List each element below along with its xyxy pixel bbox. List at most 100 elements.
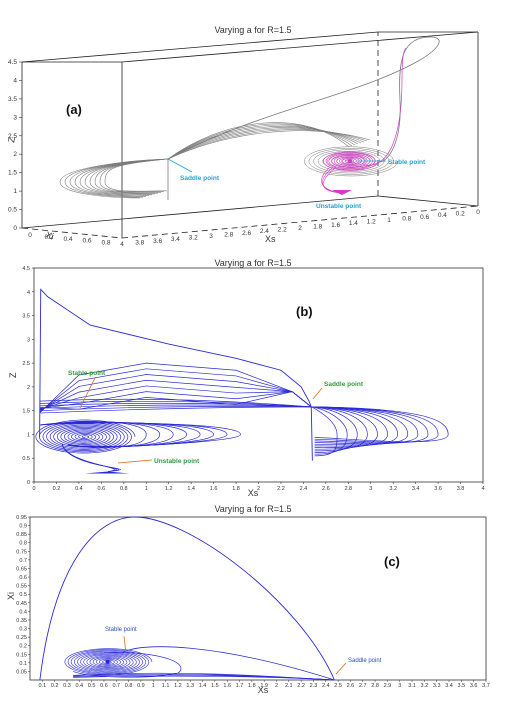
- panel-a-x-tick-label: 4: [120, 241, 124, 248]
- panel-b-trajectory: [61, 443, 121, 472]
- panel-a-z-tick-label: 0: [13, 225, 17, 232]
- panel-b-trajectory: [39, 288, 312, 437]
- panel-b-x-tick-label: 0.8: [120, 486, 128, 492]
- panel-b-trajectory: [39, 406, 312, 412]
- panel-b-trajectory: [311, 406, 419, 445]
- panel-c-x-tick-label: 3.1: [408, 683, 416, 689]
- panel-a-x-tick-label: 0.4: [438, 212, 447, 219]
- panel-c-curves: [39, 516, 335, 681]
- panel-c-x-tick-label: 3: [398, 683, 401, 689]
- panel-a-trajectory: [167, 128, 365, 160]
- panel-c-ticks: 0.1 0.2 0.3 0.4 0.5 0.6 0.7 0.8 0.9 1 1.1 1.2 1.3 1.4…: [16, 515, 490, 689]
- panel-c-y-tick-label: 0.55: [16, 584, 27, 590]
- panel-a-x-tick-label: 2: [298, 225, 302, 232]
- panel-a-z-ticks: 0 0.5 1 1.5 2 2.5 3 3.5 4 4.5: [8, 59, 22, 232]
- panel-a-saddle-label: Saddle point: [180, 175, 220, 182]
- panel-b-x-label: Xs: [248, 488, 259, 498]
- panel-c-x-tick-label: 0.1: [38, 683, 46, 689]
- panel-b-x-tick-label: 1.8: [232, 486, 240, 492]
- panel-b-trajectory: [311, 406, 348, 455]
- panel-b-y-tick-label: 4: [27, 290, 30, 296]
- panel-a-saddle-arrow: [167, 158, 193, 173]
- panel-c-y-tick-label: 0.9: [19, 524, 27, 530]
- panel-c-y-tick-label: 0.45: [16, 601, 27, 607]
- panel-b-trajectory: [311, 406, 378, 450]
- panel-b-y-tick-label: 2.5: [22, 361, 30, 367]
- panel-b-x-tick-label: 1.4: [187, 486, 195, 492]
- panel-b-x-tick-label: 3.4: [412, 486, 420, 492]
- panel-c-x-tick-label: 0.7: [112, 683, 120, 689]
- panel-a-box-edge: [21, 31, 379, 63]
- panel-c-x-tick-label: 2: [275, 683, 278, 689]
- panel-b-curves: [35, 288, 449, 474]
- panel-b-x-tick-label: 1.6: [210, 486, 218, 492]
- panel-c-y-tick-label: 0.1: [19, 661, 27, 667]
- panel-a-trajectory: [167, 36, 440, 163]
- panel-c-x-tick-label: 1.3: [186, 683, 194, 689]
- panel-a-y-tick-label: 0.6: [82, 238, 91, 245]
- panel-c-saddle-label: Saddle point: [348, 658, 382, 664]
- panel-b-x-tick-label: 2.8: [344, 486, 352, 492]
- panel-c-trajectory: [122, 646, 335, 681]
- panel-c-y-tick-label: 0.05: [16, 669, 27, 675]
- panel-b-label: (b): [296, 304, 313, 319]
- panel-c-y-tick-label: 0.25: [16, 635, 27, 641]
- panel-a-y-tick-label: 0: [28, 232, 32, 239]
- panel-c-label: (c): [384, 554, 400, 569]
- panel-b-x-tick-label: 1: [145, 486, 148, 492]
- panel-a-box-edge: [121, 205, 479, 239]
- panel-a-y-label: Xi: [44, 229, 55, 241]
- panel-c-y-tick-label: 0.7: [19, 558, 27, 564]
- panel-a-x-tick-label: 3.8: [135, 239, 144, 246]
- panel-b-x-tick-label: 3: [369, 486, 372, 492]
- panel-c-trajectory: [73, 652, 182, 678]
- panel-c-x-label: Xs: [258, 685, 269, 695]
- panel-c-x-tick-label: 3.6: [470, 683, 478, 689]
- panel-c-x-tick-label: 1.4: [199, 683, 207, 689]
- panel-a-box: [21, 31, 479, 239]
- panel-b-x-tick-label: 2.6: [322, 486, 330, 492]
- panel-c-x-tick-label: 0.3: [63, 683, 71, 689]
- panel-c-x-tick-label: 0.8: [125, 683, 133, 689]
- panel-b-y-tick-label: 0.5: [22, 456, 30, 462]
- panel-c-y-tick-label: 0.6: [19, 575, 27, 581]
- panel-a-trajectory: [167, 122, 350, 160]
- panel-b-trajectory: [39, 406, 312, 414]
- panel-c-y-tick-label: 0.4: [19, 609, 27, 615]
- panel-a-x-tick-label: 1.4: [349, 220, 358, 227]
- panel-a-x-tick-label: 0.6: [420, 214, 429, 221]
- panel-b-trajectory: [39, 402, 312, 408]
- panel-b-x-tick-label: 2: [257, 486, 260, 492]
- panel-a-label: (a): [66, 102, 82, 117]
- panel-c-x-tick-label: 1.1: [162, 683, 170, 689]
- panel-b-saddle-arrow: [312, 387, 323, 400]
- panel-a-curves: [59, 36, 440, 200]
- panel-b-trajectory: [311, 406, 449, 443]
- panel-c-x-tick-label: 2.7: [359, 683, 367, 689]
- panel-c-y-tick-label: 0.85: [16, 532, 27, 538]
- panel-b-trajectory: [311, 406, 429, 444]
- panel-a-trajectory: [99, 158, 169, 193]
- panel-c-y-label: Xi: [6, 592, 16, 600]
- panel-b-trajectory: [311, 406, 358, 453]
- panel-a: Varying a for R=1.5 0 0.5 1 1.5 2 2.5 3 3.5 4 4.5…: [6, 25, 480, 248]
- panel-a-unstable-label: Unstable point: [316, 203, 362, 210]
- panel-c-x-tick-label: 2.4: [322, 683, 330, 689]
- panel-c-x-tick-label: 1.9: [260, 683, 268, 689]
- panel-b-x-tick-label: 2.4: [300, 486, 308, 492]
- panel-c-x-tick-label: 3.5: [458, 683, 466, 689]
- panel-b-stable-spiral: [35, 419, 136, 454]
- panel-c-x-tick-label: 1: [152, 683, 155, 689]
- panel-b-x-tick-label: 3.6: [434, 486, 442, 492]
- panel-a-x-tick-label: 2.4: [260, 228, 269, 235]
- panel-b-trajectory: [39, 391, 312, 410]
- panel-c-y-tick-label: 0.8: [19, 541, 27, 547]
- panel-c-x-tick-label: 0.2: [51, 683, 59, 689]
- panel-c-y-tick-label: 0.3: [19, 627, 27, 633]
- panel-b-trajectory: [39, 398, 312, 408]
- panel-a-y-tick-label: 0.4: [63, 236, 72, 243]
- panel-c-x-tick-label: 3.7: [482, 683, 490, 689]
- panel-b-trajectory: [39, 422, 241, 447]
- panel-c-stable-arrow: [123, 635, 127, 655]
- panel-a-title: Varying a for R=1.5: [214, 25, 291, 35]
